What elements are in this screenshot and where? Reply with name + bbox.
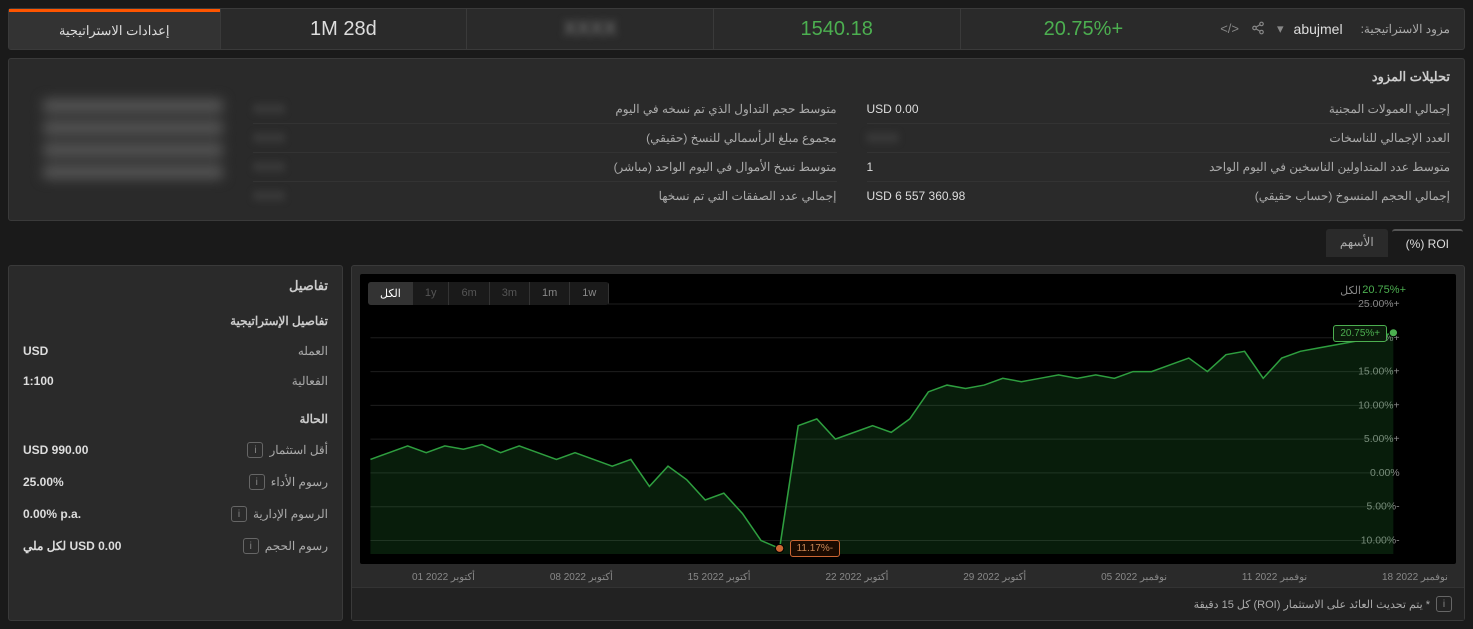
user-name: abujmel (1294, 21, 1343, 37)
chart-all-label: الكل (1340, 284, 1361, 297)
stat-row: متوسط حجم التداول الذي تم نسخه في اليوم X… (253, 95, 837, 124)
stat-row: إجمالي الحجم المنسوخ (حساب حقيقي) USD 6 5… (867, 182, 1451, 210)
time-btn-3m[interactable]: 3m (490, 282, 530, 305)
x-axis-label: نوفمبر 2022 05 (1101, 572, 1167, 583)
duration-stat: 1M 28d (220, 9, 467, 49)
analytics-blurred-col (23, 95, 223, 210)
header-bar: مزود الاستراتيجية: abujmel ▾ </> +20.75%… (8, 8, 1465, 50)
x-axis-label: أكتوبر 2022 22 (825, 572, 888, 583)
chart-section: 1w1m3m6m1yالكل الكل +20.75% +25.00%+20.0… (351, 265, 1465, 621)
chart-x-labels: أكتوبر 2022 01 أكتوبر 2022 08 أكتوبر 2022 … (352, 572, 1464, 587)
info-icon[interactable]: i (243, 538, 259, 554)
footer-text: * يتم تحديث العائد على الاستثمار (ROI) ك… (1194, 598, 1430, 611)
stat-row: متوسط عدد المتداولين الناسخين في اليوم ا… (867, 153, 1451, 182)
x-axis-label: أكتوبر 2022 29 (963, 572, 1026, 583)
analytics-title: تحليلات المزود (23, 69, 1450, 85)
x-axis-label: نوفمبر 2022 18 (1382, 572, 1448, 583)
roi-chart: +25.00%+20.00%+15.00%+10.00%+5.00%0.00%-… (360, 274, 1456, 564)
time-btn-6m[interactable]: 6m (449, 282, 489, 305)
analytics-panel: تحليلات المزود إجمالي العمولات المجنية US… (8, 58, 1465, 221)
stat-value: USD 6 557 360.98 (867, 189, 966, 203)
analytics-left-col: إجمالي العمولات المجنية USD 0.00 العدد الإ… (867, 95, 1451, 210)
details-title: تفاصيل (23, 278, 328, 294)
chart-footer: i * يتم تحديث العائد على الاستثمار (ROI)… (352, 587, 1464, 620)
time-range-buttons: 1w1m3m6m1yالكل (368, 282, 609, 305)
stat-row: مجموع مبلغ الرأسمالي للنسخ (حقيقي) XXXX (253, 124, 837, 153)
x-axis-label: أكتوبر 2022 08 (550, 572, 613, 583)
stat-label: إجمالي العمولات المجنية (1329, 102, 1450, 116)
chart-area: 1w1m3m6m1yالكل الكل +20.75% +25.00%+20.0… (360, 274, 1456, 564)
info-icon[interactable]: i (247, 442, 263, 458)
roi-stat: +20.75% (960, 9, 1207, 49)
stat-label: إجمالي الحجم المنسوخ (حساب حقيقي) (1255, 189, 1450, 203)
tabs: ROI (%) الأسهم (8, 229, 1465, 257)
chart-min-marker: -11.17% (790, 540, 841, 557)
tab-roi[interactable]: ROI (%) (1392, 229, 1463, 257)
stat-value: XXXX (253, 160, 285, 174)
x-axis-label: أكتوبر 2022 01 (412, 572, 475, 583)
stat-value: 1 (867, 160, 874, 174)
svg-text:+25.00%: +25.00% (1358, 299, 1400, 310)
value-stat: 1540.18 (713, 9, 960, 49)
user-block: abujmel ▾ </> (1220, 21, 1342, 38)
chart-pct-label: +20.75% (1362, 284, 1406, 296)
min-invest-value: USD 990.00 (23, 443, 88, 457)
code-icon[interactable]: </> (1220, 21, 1239, 38)
hidden-stat: XXXX (466, 9, 713, 49)
strategy-settings-button[interactable]: إعدادات الاستراتيجية (9, 9, 220, 49)
provider-label: مزود الاستراتيجية: (1361, 22, 1450, 36)
perf-fee-label: رسوم الأداءi (249, 474, 328, 490)
stat-row: متوسط نسخ الأموال في اليوم الواحد (مباشر… (253, 153, 837, 182)
stat-row: إجمالي العمولات المجنية USD 0.00 (867, 95, 1451, 124)
stat-label: متوسط حجم التداول الذي تم نسخه في اليوم (615, 102, 836, 116)
x-axis-label: نوفمبر 2022 11 (1242, 572, 1307, 583)
tab-equity[interactable]: الأسهم (1326, 229, 1388, 257)
stat-label: متوسط عدد المتداولين الناسخين في اليوم ا… (1209, 160, 1450, 174)
stat-label: العدد الإجمالي للناسخات (1329, 131, 1450, 145)
stat-value: XXXX (253, 189, 285, 203)
stat-value: XXXX (253, 131, 285, 145)
time-btn-الكل[interactable]: الكل (368, 282, 413, 305)
currency-value: USD (23, 344, 48, 358)
stat-value: USD 0.00 (867, 102, 919, 116)
dropdown-icon[interactable]: ▾ (1277, 21, 1284, 38)
info-icon[interactable]: i (231, 506, 247, 522)
info-icon[interactable]: i (249, 474, 265, 490)
details-panel: تفاصيل تفاصيل الإستراتيجية العمله USD ال… (8, 265, 343, 621)
stat-label: إجمالي عدد الصفقات التي تم نسخها (659, 189, 837, 203)
currency-label: العمله (298, 344, 328, 358)
state-subtitle: الحالة (23, 412, 328, 426)
strategy-subtitle: تفاصيل الإستراتيجية (23, 314, 328, 328)
x-axis-label: أكتوبر 2022 15 (688, 572, 751, 583)
stat-value: XXXX (867, 131, 899, 145)
time-btn-1y[interactable]: 1y (413, 282, 450, 305)
share-icon[interactable] (1251, 21, 1265, 38)
vol-fee-label: رسوم الحجمi (243, 538, 328, 554)
stat-value: XXXX (253, 102, 285, 116)
mgmt-fee-value: 0.00% p.a. (23, 507, 81, 521)
leverage-label: الفعالية (292, 374, 328, 388)
stat-row: إجمالي عدد الصفقات التي تم نسخها XXXX (253, 182, 837, 210)
perf-fee-value: 25.00% (23, 475, 64, 489)
time-btn-1w[interactable]: 1w (570, 282, 609, 305)
analytics-right-col: متوسط حجم التداول الذي تم نسخه في اليوم X… (253, 95, 837, 210)
vol-fee-value: لكل ملي USD 0.00 (23, 539, 121, 553)
stat-row: العدد الإجمالي للناسخات XXXX (867, 124, 1451, 153)
leverage-value: 1:100 (23, 374, 54, 388)
info-icon: i (1436, 596, 1452, 612)
min-invest-label: أقل استثمارi (247, 442, 328, 458)
stat-label: مجموع مبلغ الرأسمالي للنسخ (حقيقي) (646, 131, 836, 145)
time-btn-1m[interactable]: 1m (530, 282, 570, 305)
stat-label: متوسط نسخ الأموال في اليوم الواحد (مباشر… (614, 160, 837, 174)
mgmt-fee-label: الرسوم الإداريةi (231, 506, 328, 522)
chart-max-marker: +20.75% (1333, 325, 1387, 342)
